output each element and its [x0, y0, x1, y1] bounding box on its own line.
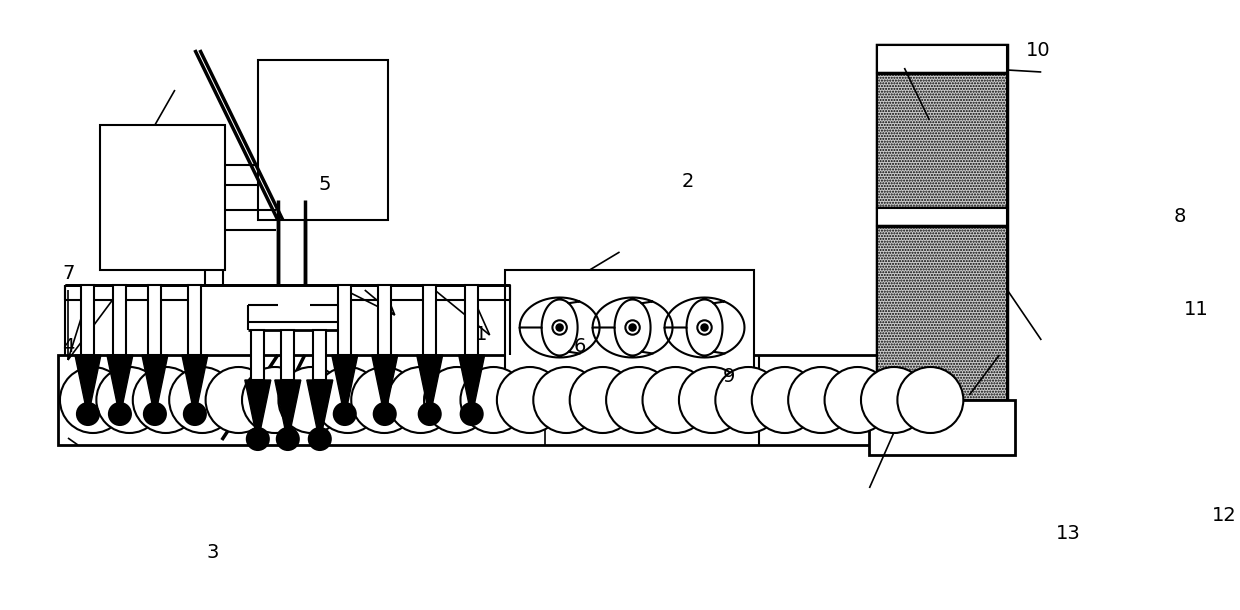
Text: 2: 2: [682, 172, 694, 192]
Text: 13: 13: [1055, 524, 1080, 544]
Circle shape: [553, 320, 567, 335]
Circle shape: [680, 367, 745, 433]
Bar: [869, 400, 1016, 455]
Circle shape: [351, 367, 417, 433]
Circle shape: [424, 367, 490, 433]
Bar: [82, 285, 94, 355]
Bar: [258, 60, 388, 220]
Polygon shape: [459, 355, 485, 403]
Text: 4: 4: [62, 337, 74, 356]
Circle shape: [277, 428, 299, 450]
Circle shape: [77, 403, 99, 425]
Text: 3: 3: [207, 542, 219, 562]
Bar: [149, 285, 161, 355]
Bar: [878, 226, 1007, 400]
Bar: [188, 285, 201, 355]
Text: 8: 8: [1173, 207, 1185, 226]
Circle shape: [625, 320, 640, 335]
Circle shape: [109, 403, 131, 425]
Bar: [314, 330, 326, 380]
Circle shape: [642, 367, 708, 433]
Circle shape: [697, 320, 712, 335]
Text: 6: 6: [574, 337, 587, 356]
Circle shape: [630, 325, 636, 331]
Circle shape: [715, 367, 781, 433]
Bar: [465, 285, 479, 355]
Circle shape: [388, 367, 454, 433]
Polygon shape: [372, 355, 398, 403]
Circle shape: [557, 325, 563, 331]
Bar: [58, 355, 966, 445]
Text: 5: 5: [319, 174, 331, 194]
Polygon shape: [74, 355, 100, 403]
Circle shape: [242, 367, 308, 433]
Text: 11: 11: [1183, 300, 1208, 320]
Circle shape: [825, 367, 890, 433]
Bar: [339, 285, 351, 355]
Circle shape: [460, 367, 527, 433]
Bar: [378, 285, 392, 355]
Bar: [100, 125, 224, 270]
Polygon shape: [417, 355, 443, 403]
Circle shape: [206, 367, 272, 433]
Polygon shape: [306, 380, 332, 428]
Polygon shape: [107, 355, 133, 403]
Bar: [423, 285, 436, 355]
Polygon shape: [141, 355, 167, 403]
Circle shape: [861, 367, 928, 433]
Polygon shape: [244, 380, 270, 428]
Text: 10: 10: [1027, 40, 1050, 60]
Bar: [505, 270, 754, 385]
Circle shape: [144, 403, 166, 425]
Circle shape: [419, 403, 440, 425]
Circle shape: [533, 367, 599, 433]
Bar: [281, 330, 294, 380]
Circle shape: [60, 367, 126, 433]
Polygon shape: [332, 355, 358, 403]
Circle shape: [373, 403, 396, 425]
Bar: [878, 45, 1007, 400]
Circle shape: [315, 367, 381, 433]
Text: 12: 12: [1211, 506, 1236, 525]
Bar: [113, 285, 126, 355]
Circle shape: [334, 403, 356, 425]
Polygon shape: [182, 355, 208, 403]
Circle shape: [789, 367, 854, 433]
Text: 7: 7: [62, 264, 74, 283]
Circle shape: [184, 403, 206, 425]
Bar: [878, 73, 1007, 208]
Circle shape: [702, 325, 708, 331]
Circle shape: [569, 367, 636, 433]
Circle shape: [133, 367, 198, 433]
Text: 9: 9: [723, 367, 735, 387]
Circle shape: [97, 367, 162, 433]
Circle shape: [606, 367, 672, 433]
Text: 1: 1: [475, 325, 487, 344]
Bar: [878, 208, 1007, 226]
Circle shape: [309, 428, 331, 450]
Circle shape: [751, 367, 817, 433]
Bar: [878, 45, 1007, 73]
Circle shape: [461, 403, 482, 425]
Circle shape: [169, 367, 236, 433]
Circle shape: [247, 428, 269, 450]
Circle shape: [898, 367, 963, 433]
Circle shape: [497, 367, 563, 433]
Bar: [252, 330, 264, 380]
Circle shape: [279, 367, 345, 433]
Polygon shape: [275, 380, 301, 428]
